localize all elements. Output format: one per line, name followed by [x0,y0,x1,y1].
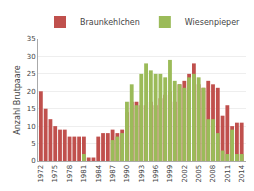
svg-text:1972: 1972 [37,165,45,183]
svg-text:0: 0 [31,157,35,165]
svg-text:1984: 1984 [95,164,103,182]
svg-text:2005: 2005 [195,165,203,183]
svg-text:2011: 2011 [224,165,232,183]
svg-text:1999: 1999 [166,165,174,183]
svg-text:2014: 2014 [238,164,246,182]
svg-text:10: 10 [27,123,36,131]
svg-text:1975: 1975 [51,165,59,183]
svg-text:2002: 2002 [181,165,189,183]
svg-text:2008: 2008 [209,165,217,183]
svg-text:35: 35 [27,35,36,43]
svg-text:1987: 1987 [109,165,117,183]
svg-text:1996: 1996 [152,164,160,182]
svg-text:Braunkeh­lchen: Braunkeh­lchen [80,18,140,27]
svg-text:30: 30 [27,53,36,61]
svg-text:5: 5 [31,140,35,148]
svg-text:15: 15 [27,105,36,113]
svg-text:Wiesenpieper: Wiesenpieper [185,18,240,27]
svg-text:1978: 1978 [66,165,74,183]
svg-text:Anzahl Brutpaare: Anzahl Brutpaare [13,65,22,134]
svg-text:20: 20 [27,88,36,96]
svg-text:25: 25 [27,70,36,78]
svg-text:1993: 1993 [138,165,146,183]
svg-text:1990: 1990 [123,165,131,183]
svg-text:1981: 1981 [80,165,88,183]
